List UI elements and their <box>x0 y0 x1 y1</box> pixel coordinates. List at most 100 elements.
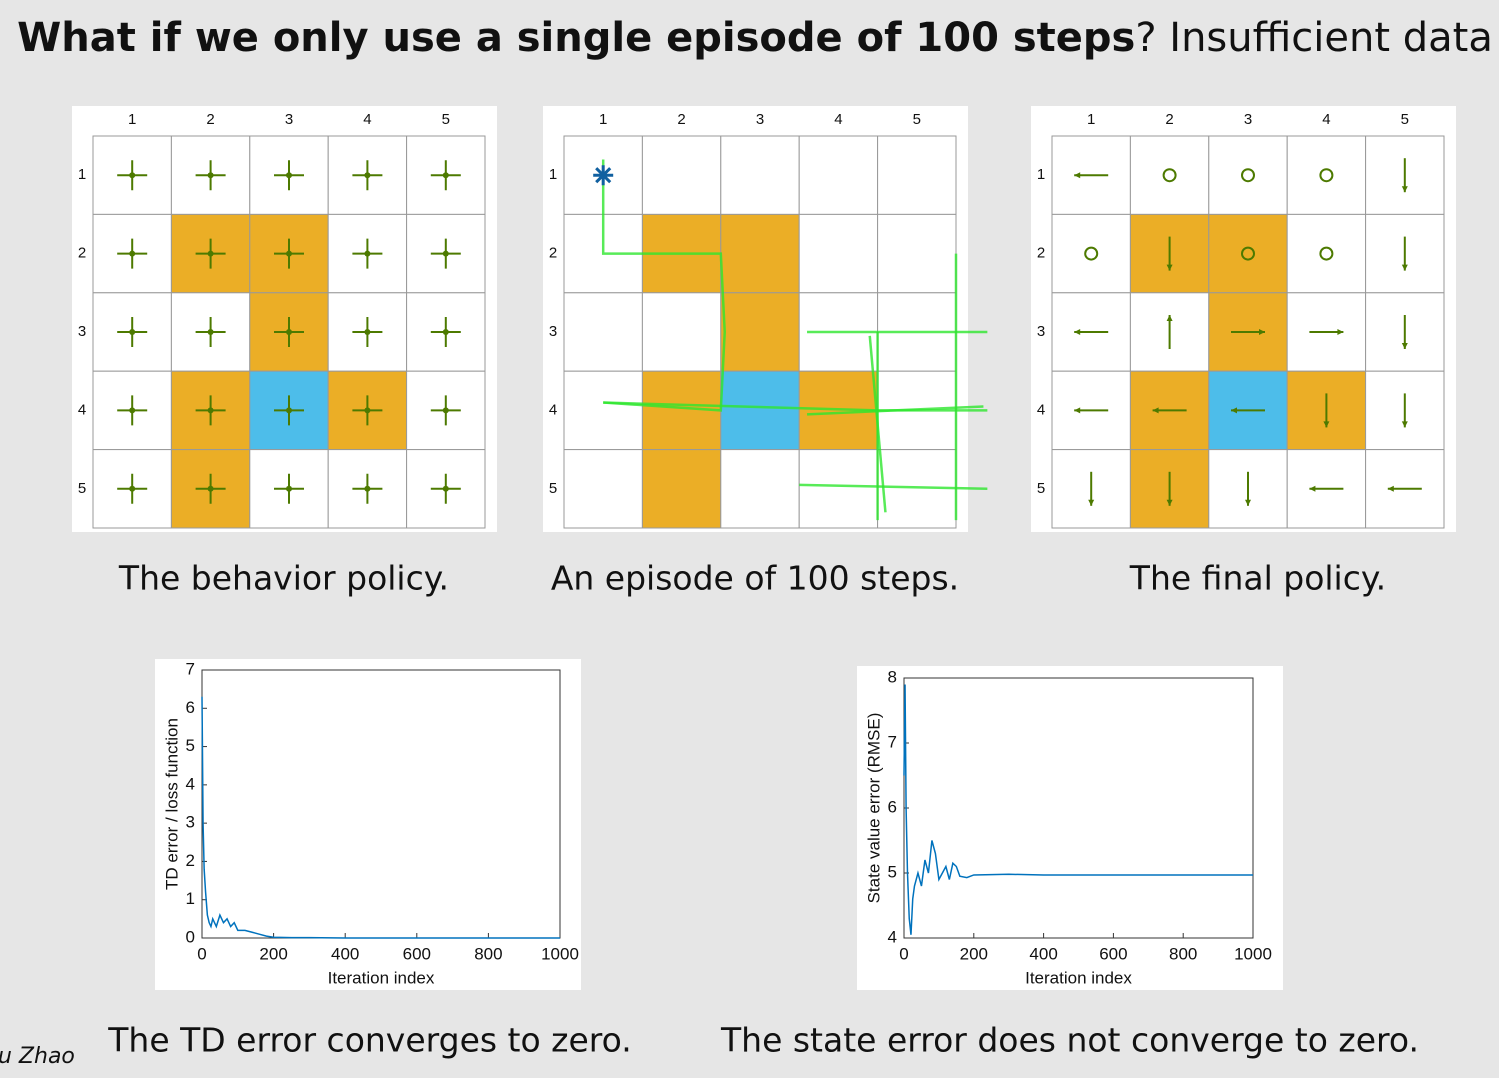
stay-circle <box>1319 246 1334 261</box>
stay-circle <box>1241 246 1255 261</box>
stay-dot <box>129 250 136 257</box>
grid-cell <box>877 135 957 215</box>
title-bold: What if we only use a single episode of … <box>17 15 1135 61</box>
stay-dot <box>286 407 292 414</box>
column-label: 5 <box>1401 111 1409 128</box>
row-label: 1 <box>78 166 86 183</box>
y-axis-label: TD error / loss function <box>162 718 181 890</box>
grid-cell <box>1286 135 1367 215</box>
x-tick-label: 600 <box>1099 944 1127 963</box>
row-label: 2 <box>549 245 557 262</box>
grid-cell <box>720 449 800 529</box>
stay-circle <box>1162 168 1177 183</box>
data-line <box>903 684 1253 935</box>
x-tick-label: 1000 <box>1234 944 1272 963</box>
y-tick-label: 8 <box>888 667 897 686</box>
arrow-head <box>1074 172 1081 179</box>
grid-cell <box>1208 135 1288 215</box>
footer: u Zhao <box>0 1044 75 1069</box>
arrow-head <box>1401 421 1408 428</box>
stay-circle <box>1241 168 1255 183</box>
x-tick-label: 200 <box>960 944 988 963</box>
chart-panel <box>857 666 1283 990</box>
y-tick-label: 6 <box>186 698 195 717</box>
row-label: 3 <box>78 323 86 340</box>
stay-dot <box>286 329 292 335</box>
y-tick-label: 2 <box>186 851 195 870</box>
y-axis-label: State value error (RMSE) <box>864 713 883 904</box>
stay-dot <box>207 250 214 257</box>
row-label: 5 <box>549 480 557 497</box>
y-tick-label: 0 <box>186 927 195 946</box>
grid-cell <box>1286 213 1367 294</box>
y-tick-label: 5 <box>888 862 897 881</box>
arrow-head <box>1231 407 1237 414</box>
arrow-head <box>1166 264 1173 271</box>
stay-dot <box>364 250 371 257</box>
arrow-head <box>1074 329 1081 335</box>
chart-caption: The state error does not converge to zer… <box>720 1021 1419 1060</box>
arrow-head <box>1387 485 1394 492</box>
stay-dot <box>207 407 214 414</box>
arrow-head <box>1401 186 1408 193</box>
column-label: 3 <box>1244 111 1252 128</box>
row-label: 1 <box>1037 166 1045 183</box>
arrow-head <box>1323 421 1330 428</box>
arrow-head <box>1401 264 1408 271</box>
stay-dot <box>442 329 449 335</box>
x-axis-label: Iteration index <box>328 968 435 987</box>
y-tick-label: 1 <box>186 889 195 908</box>
column-label: 1 <box>599 111 607 128</box>
stay-dot <box>286 172 292 179</box>
grid-cell <box>720 292 800 372</box>
row-label: 5 <box>78 480 86 497</box>
stay-dot <box>129 172 136 179</box>
column-label: 2 <box>677 111 685 128</box>
grid-cell <box>563 292 643 372</box>
stay-dot <box>207 172 214 179</box>
grid-cell <box>877 213 957 294</box>
grid-caption: The final policy. <box>1129 559 1386 598</box>
stay-dot <box>364 407 371 414</box>
stay-dot <box>442 250 449 257</box>
x-tick-label: 600 <box>403 944 431 963</box>
x-tick-label: 0 <box>899 944 908 963</box>
y-tick-label: 5 <box>186 736 195 755</box>
column-label: 4 <box>363 111 371 128</box>
stay-circle <box>1084 246 1099 261</box>
row-label: 2 <box>1037 245 1045 262</box>
x-tick-label: 400 <box>1029 944 1057 963</box>
column-label: 1 <box>1087 111 1095 128</box>
grid-cell <box>1208 213 1288 294</box>
x-tick-label: 400 <box>331 944 359 963</box>
grid-cell <box>563 370 643 451</box>
grid-cell <box>563 449 643 529</box>
chart-caption: The TD error converges to zero. <box>107 1021 632 1060</box>
arrow-head <box>1337 329 1344 335</box>
row-label: 3 <box>549 323 557 340</box>
row-label: 4 <box>78 401 86 418</box>
y-tick-label: 6 <box>888 797 897 816</box>
slide-title: What if we only use a single episode of … <box>17 15 1493 61</box>
row-label: 4 <box>549 401 557 418</box>
x-tick-label: 800 <box>1169 944 1197 963</box>
y-tick-label: 7 <box>888 732 897 751</box>
grid-caption: The behavior policy. <box>118 559 449 598</box>
y-tick-label: 4 <box>186 774 195 793</box>
stay-dot <box>129 329 136 335</box>
grid-cell <box>720 370 800 451</box>
column-label: 3 <box>756 111 764 128</box>
x-axis-label: Iteration index <box>1025 968 1132 987</box>
row-label: 3 <box>1037 323 1045 340</box>
stay-dot <box>129 407 136 414</box>
grid-cell <box>720 213 800 294</box>
stay-circle <box>1319 168 1334 183</box>
x-tick-label: 1000 <box>541 944 579 963</box>
data-line <box>201 696 560 939</box>
column-label: 4 <box>834 111 842 128</box>
grid-cell <box>1051 213 1131 294</box>
grid-cell <box>798 449 879 529</box>
column-label: 4 <box>1322 111 1330 128</box>
